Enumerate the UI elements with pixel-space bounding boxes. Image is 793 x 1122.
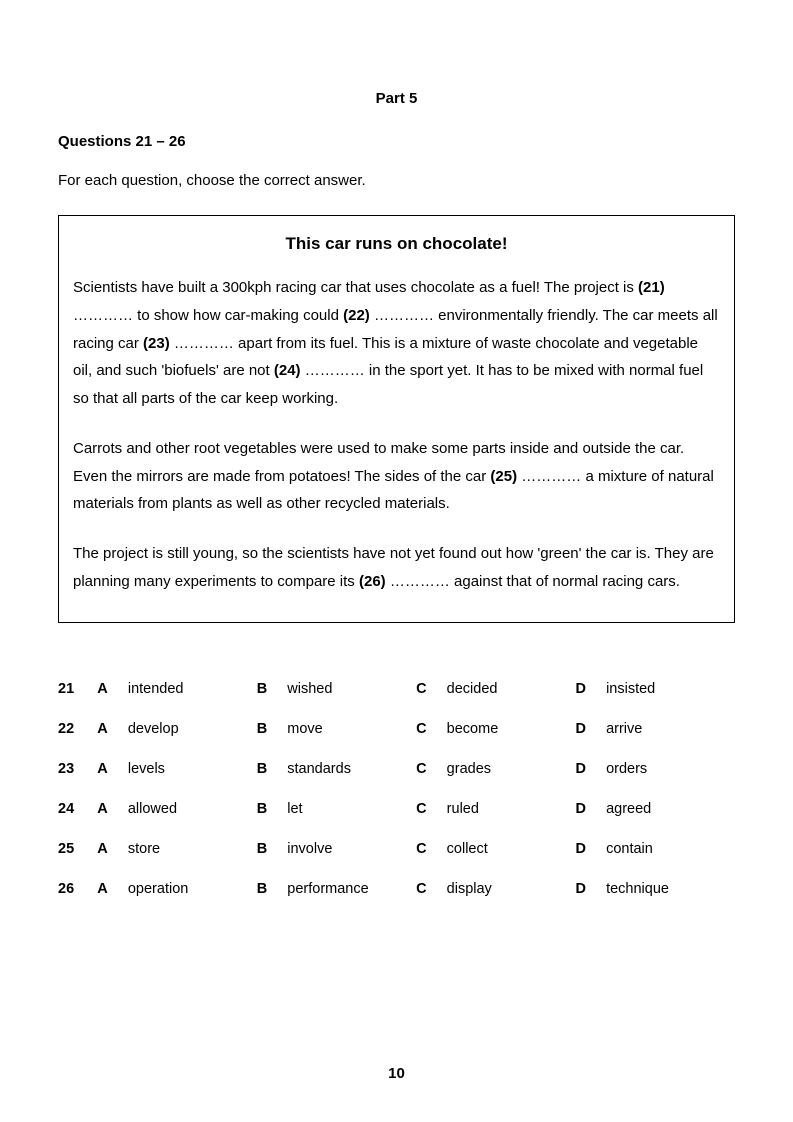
option-letter-d: D <box>576 841 607 857</box>
option-letter-c: C <box>416 681 447 697</box>
question-number: 23 <box>58 761 97 777</box>
passage-title: This car runs on chocolate! <box>73 234 720 254</box>
question-number: 22 <box>58 721 97 737</box>
question-row: 21AintendedBwishedCdecidedDinsisted <box>58 681 735 697</box>
option-letter-a: A <box>97 761 128 777</box>
option-letter-d: D <box>576 801 607 817</box>
option-letter-c: C <box>416 801 447 817</box>
option-word-d: orders <box>606 761 735 777</box>
option-letter-b: B <box>257 721 288 737</box>
option-letter-c: C <box>416 841 447 857</box>
questions-range: Questions 21 – 26 <box>58 133 735 150</box>
option-letter-c: C <box>416 881 447 897</box>
option-letter-d: D <box>576 881 607 897</box>
option-letter-d: D <box>576 681 607 697</box>
passage-paragraph-1: Scientists have built a 300kph racing ca… <box>73 274 720 413</box>
option-letter-b: B <box>257 841 288 857</box>
question-number: 21 <box>58 681 97 697</box>
option-word-b: performance <box>287 881 416 897</box>
blank-23: (23) <box>143 335 170 352</box>
page: Part 5 Questions 21 – 26 For each questi… <box>0 0 793 961</box>
option-word-b: let <box>287 801 416 817</box>
option-letter-a: A <box>97 801 128 817</box>
option-letter-b: B <box>257 881 288 897</box>
option-letter-a: A <box>97 841 128 857</box>
question-row: 25AstoreBinvolveCcollectDcontain <box>58 841 735 857</box>
passage-text: Scientists have built a 300kph racing ca… <box>73 279 638 296</box>
blank-24: (24) <box>274 362 301 379</box>
passage-paragraph-3: The project is still young, so the scien… <box>73 540 720 596</box>
option-word-c: collect <box>447 841 576 857</box>
option-letter-a: A <box>97 681 128 697</box>
option-letter-c: C <box>416 721 447 737</box>
option-word-b: wished <box>287 681 416 697</box>
option-letter-a: A <box>97 881 128 897</box>
option-word-d: contain <box>606 841 735 857</box>
option-letter-c: C <box>416 761 447 777</box>
option-word-a: develop <box>128 721 257 737</box>
option-word-c: display <box>447 881 576 897</box>
option-word-b: involve <box>287 841 416 857</box>
option-word-c: become <box>447 721 576 737</box>
passage-text: ………… to show how car-making could <box>73 307 343 324</box>
passage-paragraph-2: Carrots and other root vegetables were u… <box>73 435 720 518</box>
question-number: 24 <box>58 801 97 817</box>
option-word-a: operation <box>128 881 257 897</box>
question-row: 26AoperationBperformanceCdisplayDtechniq… <box>58 881 735 897</box>
option-letter-b: B <box>257 801 288 817</box>
page-number: 10 <box>0 1065 793 1082</box>
option-word-a: allowed <box>128 801 257 817</box>
blank-21: (21) <box>638 279 665 296</box>
blank-25: (25) <box>490 468 517 485</box>
option-letter-b: B <box>257 761 288 777</box>
passage-text: ………… against that of normal racing cars. <box>386 573 680 590</box>
question-number: 26 <box>58 881 97 897</box>
option-word-a: store <box>128 841 257 857</box>
option-letter-a: A <box>97 721 128 737</box>
question-number: 25 <box>58 841 97 857</box>
option-word-b: standards <box>287 761 416 777</box>
option-letter-d: D <box>576 761 607 777</box>
option-word-a: intended <box>128 681 257 697</box>
passage-box: This car runs on chocolate! Scientists h… <box>58 215 735 623</box>
option-word-c: grades <box>447 761 576 777</box>
question-row: 22AdevelopBmoveCbecomeDarrive <box>58 721 735 737</box>
blank-22: (22) <box>343 307 370 324</box>
options-table: 21AintendedBwishedCdecidedDinsisted22Ade… <box>58 657 735 921</box>
question-row: 24AallowedBletCruledDagreed <box>58 801 735 817</box>
option-word-d: arrive <box>606 721 735 737</box>
option-word-b: move <box>287 721 416 737</box>
option-word-d: insisted <box>606 681 735 697</box>
option-word-d: agreed <box>606 801 735 817</box>
instruction-text: For each question, choose the correct an… <box>58 172 735 189</box>
option-word-c: decided <box>447 681 576 697</box>
option-word-a: levels <box>128 761 257 777</box>
option-letter-b: B <box>257 681 288 697</box>
blank-26: (26) <box>359 573 386 590</box>
option-word-d: technique <box>606 881 735 897</box>
part-heading: Part 5 <box>58 90 735 107</box>
question-row: 23AlevelsBstandardsCgradesDorders <box>58 761 735 777</box>
option-letter-d: D <box>576 721 607 737</box>
option-word-c: ruled <box>447 801 576 817</box>
